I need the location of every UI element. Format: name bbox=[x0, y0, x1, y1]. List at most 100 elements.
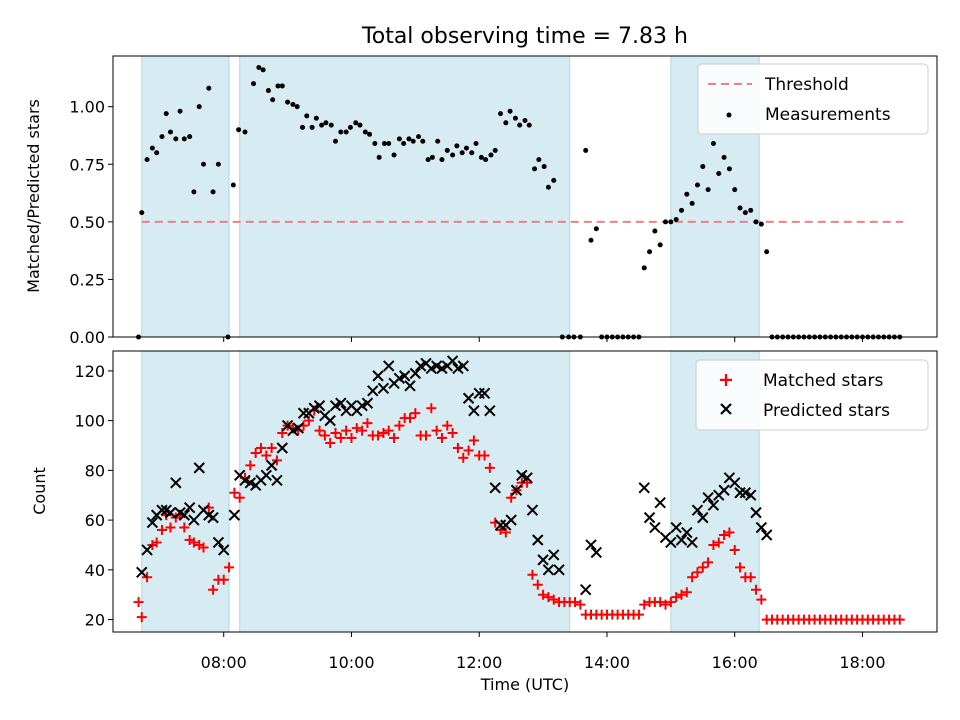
predicted-star-point bbox=[178, 509, 191, 521]
measurement-point bbox=[526, 122, 532, 128]
matched-star-point bbox=[687, 572, 698, 583]
predicted-star-point bbox=[718, 484, 730, 496]
predicted-star-point bbox=[367, 385, 379, 397]
measurement-point bbox=[689, 200, 695, 206]
predicted-star-point bbox=[744, 489, 757, 501]
measurement-point bbox=[532, 166, 538, 172]
measurement-point bbox=[163, 111, 169, 117]
top-chart-title: Total observing time = 7.83 h bbox=[361, 24, 688, 49]
measurement-point bbox=[215, 161, 221, 167]
measurement-point bbox=[149, 145, 155, 151]
bottom-points bbox=[133, 355, 905, 625]
measurement-point bbox=[285, 99, 291, 105]
predicted-star-point bbox=[446, 355, 459, 367]
matched-star-point bbox=[405, 413, 416, 424]
matched-star-point bbox=[394, 420, 405, 431]
y-tick-label: 0.50 bbox=[69, 213, 105, 232]
measurement-point bbox=[386, 141, 392, 147]
predicted-star-point bbox=[532, 534, 544, 546]
top-axes-frame bbox=[112, 55, 938, 338]
y-tick-label: 0.75 bbox=[69, 155, 105, 174]
matched-star-point bbox=[495, 525, 506, 536]
y-tick-label: 0.25 bbox=[69, 270, 105, 289]
matched-star-point bbox=[319, 430, 330, 441]
predicted-star-point bbox=[760, 529, 773, 541]
matched-star-point bbox=[133, 597, 144, 608]
matched-star-point bbox=[234, 492, 245, 503]
measurement-point bbox=[159, 134, 165, 140]
predicted-star-point bbox=[335, 397, 347, 409]
measurement-point bbox=[357, 122, 363, 128]
measurement-point bbox=[641, 265, 647, 271]
measurement-point bbox=[396, 136, 402, 142]
bottom-ylabel: Count bbox=[30, 467, 49, 515]
matched-star-point bbox=[452, 442, 463, 453]
measurement-point bbox=[362, 129, 368, 135]
measurement-point bbox=[742, 210, 748, 216]
measurement-point bbox=[372, 141, 378, 147]
measurement-point bbox=[401, 141, 407, 147]
matched-star-point bbox=[351, 423, 362, 434]
measurement-point bbox=[737, 205, 743, 211]
predicted-star-point bbox=[670, 521, 682, 534]
measurement-point bbox=[721, 154, 727, 160]
predicted-star-point bbox=[228, 509, 241, 521]
predicted-star-point bbox=[691, 504, 704, 516]
matched-star-point bbox=[713, 537, 724, 548]
predicted-star-point bbox=[260, 469, 273, 482]
matched-star-point bbox=[266, 442, 277, 453]
measurement-point bbox=[313, 115, 319, 121]
matched-star-point bbox=[261, 450, 272, 461]
matched-star-point bbox=[165, 522, 176, 533]
legend-predicted-swatch bbox=[720, 403, 732, 415]
x-tick-label: 14:00 bbox=[584, 653, 630, 672]
measurement-point bbox=[279, 83, 285, 89]
measurement-point bbox=[483, 157, 489, 163]
matched-star-point bbox=[532, 579, 543, 590]
predicted-star-point bbox=[212, 536, 225, 549]
measurement-point bbox=[507, 108, 513, 114]
y-tick-label: 0.00 bbox=[69, 328, 105, 347]
predicted-star-point bbox=[548, 549, 560, 561]
measurement-point bbox=[187, 134, 193, 140]
legend-matched-swatch bbox=[720, 374, 732, 386]
predicted-star-point bbox=[585, 539, 597, 551]
matched-star-point bbox=[527, 569, 538, 580]
matched-star-point bbox=[188, 537, 199, 548]
y-tick-label: 100 bbox=[74, 412, 105, 431]
measurement-point bbox=[678, 207, 684, 213]
matched-star-point bbox=[729, 544, 740, 555]
measurement-point bbox=[410, 138, 416, 144]
measurement-point bbox=[210, 189, 216, 195]
predicted-star-point bbox=[377, 382, 390, 395]
measurement-point bbox=[294, 104, 300, 110]
predicted-star-point bbox=[271, 474, 283, 487]
matched-star-point bbox=[735, 562, 746, 573]
measurement-point bbox=[716, 170, 722, 176]
predicted-star-point bbox=[702, 492, 714, 504]
measurement-point bbox=[181, 136, 187, 142]
matched-star-point bbox=[575, 599, 586, 610]
matched-star-point bbox=[136, 612, 147, 623]
matched-star-point bbox=[314, 425, 325, 436]
predicted-star-point bbox=[361, 397, 374, 409]
measurement-point bbox=[444, 147, 450, 153]
top-ticks: 0.00 0.25 0.50 0.75 1.00 bbox=[69, 98, 863, 347]
matched-star-point bbox=[431, 425, 442, 436]
predicted-star-point bbox=[510, 484, 523, 496]
matched-star-point bbox=[198, 542, 209, 553]
matched-star-point bbox=[745, 572, 756, 583]
measurement-point bbox=[652, 228, 658, 234]
matched-star-point bbox=[639, 599, 650, 610]
measurement-point bbox=[583, 147, 589, 153]
matched-star-point bbox=[548, 594, 559, 605]
matched-star-point bbox=[389, 433, 400, 444]
y-tick-label: 120 bbox=[74, 362, 105, 381]
matched-star-point bbox=[346, 433, 357, 444]
matched-star-point bbox=[271, 455, 282, 466]
measurement-point bbox=[663, 219, 669, 225]
matched-star-point bbox=[719, 530, 730, 541]
bottom-panel: 20 40 60 80 100 120 08:00 10:00 12:00 14:00 16:00 1… bbox=[30, 350, 938, 694]
matched-star-point bbox=[447, 428, 458, 439]
measurement-point bbox=[333, 138, 339, 144]
